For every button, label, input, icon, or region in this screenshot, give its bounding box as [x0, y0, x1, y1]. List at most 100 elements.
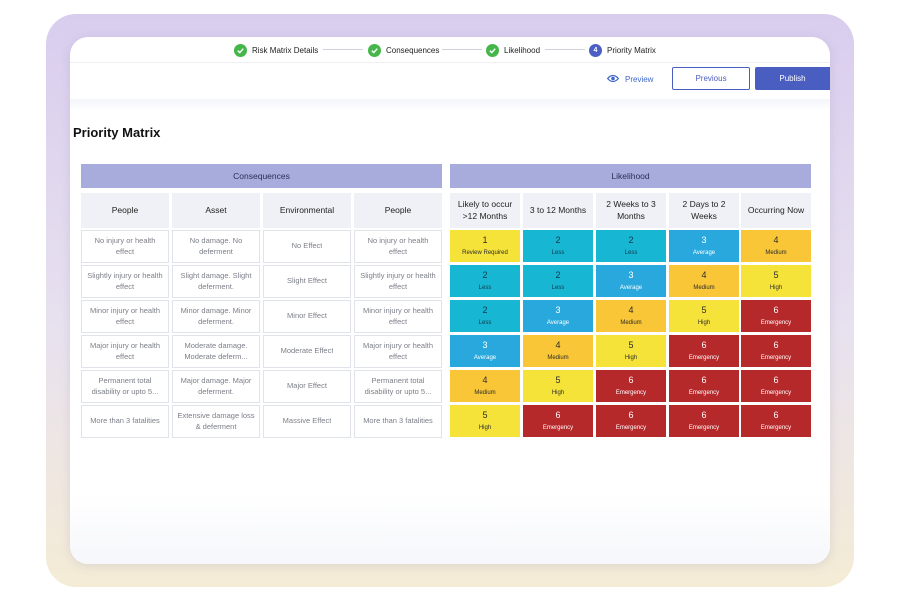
- likelihood-column-header: 3 to 12 Months: [523, 193, 593, 228]
- priority-cell[interactable]: 4 Medium: [596, 300, 666, 332]
- consequence-cell: No injury or health effect: [81, 230, 169, 263]
- preview-button[interactable]: Preview: [606, 72, 653, 86]
- previous-button[interactable]: Previous: [672, 67, 750, 90]
- step-connector: [545, 49, 585, 50]
- priority-cell[interactable]: 6 Emergency: [741, 370, 811, 402]
- publish-button[interactable]: Publish: [755, 67, 830, 90]
- consequence-cell-text: Major damage. Major deferment.: [180, 376, 252, 396]
- header-shadow: [70, 99, 830, 111]
- consequence-cell: More than 3 fatalities: [81, 405, 169, 438]
- consequence-cell-text: No Effect: [291, 241, 323, 251]
- priority-cell[interactable]: 4 Medium: [450, 370, 520, 402]
- consequence-cell: Minor damage. Minor deferment.: [172, 300, 260, 333]
- priority-cell[interactable]: 6 Emergency: [669, 370, 739, 402]
- step-likelihood[interactable]: Likelihood: [486, 41, 540, 59]
- priority-cell[interactable]: 6 Emergency: [741, 300, 811, 332]
- step-label: Risk Matrix Details: [252, 45, 319, 55]
- priority-level-number: 4: [482, 375, 488, 385]
- consequence-cell: Minor injury or health effect: [354, 300, 442, 333]
- step-priority-matrix[interactable]: 4 Priority Matrix: [589, 41, 656, 59]
- priority-cell[interactable]: 2 Less: [450, 265, 520, 297]
- priority-cell[interactable]: 4 Medium: [741, 230, 811, 262]
- priority-cell[interactable]: 5 High: [596, 335, 666, 367]
- priority-cell[interactable]: 6 Emergency: [523, 405, 593, 437]
- step-connector: [323, 49, 363, 50]
- priority-cell[interactable]: 4 Medium: [669, 265, 739, 297]
- priority-cell[interactable]: 6 Emergency: [596, 370, 666, 402]
- priority-cell[interactable]: 6 Emergency: [669, 405, 739, 437]
- priority-level-number: 2: [555, 235, 561, 245]
- consequence-cell: Moderate damage. Moderate deferm...: [172, 335, 260, 368]
- priority-level-number: 2: [482, 305, 488, 315]
- priority-cell[interactable]: 5 High: [523, 370, 593, 402]
- priority-level-number: 6: [773, 375, 779, 385]
- consequence-cell-text: Moderate damage. Moderate deferm...: [184, 341, 248, 361]
- priority-level-number: 4: [555, 340, 561, 350]
- consequence-cell: Slightly injury or health effect: [81, 265, 169, 298]
- priority-level-label: Emergency: [615, 390, 647, 396]
- priority-level-label: Less: [551, 250, 565, 256]
- consequence-cell: Moderate Effect: [263, 335, 351, 368]
- priority-cell[interactable]: 5 High: [450, 405, 520, 437]
- priority-level-number: 6: [555, 410, 561, 420]
- consequence-cell-text: More than 3 fatalities: [90, 416, 160, 426]
- priority-cell[interactable]: 3 Average: [523, 300, 593, 332]
- priority-level-label: Average: [473, 355, 497, 361]
- consequence-cell-text: Massive Effect: [282, 416, 332, 426]
- priority-cell[interactable]: 3 Average: [669, 230, 739, 262]
- priority-cell[interactable]: 2 Less: [523, 265, 593, 297]
- consequence-cell: Major Effect: [263, 370, 351, 403]
- priority-level-number: 6: [773, 340, 779, 350]
- priority-level-number: 3: [482, 340, 488, 350]
- priority-level-number: 6: [628, 375, 634, 385]
- step-consequences[interactable]: Consequences: [368, 41, 439, 59]
- priority-level-label: Medium: [474, 390, 496, 396]
- priority-level-label: Medium: [765, 250, 787, 256]
- step-risk-matrix-details[interactable]: Risk Matrix Details: [234, 41, 318, 59]
- consequence-cell: Slight damage. Slight deferment.: [172, 265, 260, 298]
- priority-level-label: High: [769, 285, 783, 291]
- app-window: Risk Matrix Details Consequences Likelih…: [70, 37, 830, 564]
- consequence-cell-text: Permanent total disability or upto 5...: [91, 376, 159, 396]
- priority-cell[interactable]: 6 Emergency: [741, 335, 811, 367]
- priority-cell[interactable]: 6 Emergency: [669, 335, 739, 367]
- consequence-cell-text: No injury or health effect: [94, 236, 156, 256]
- priority-cell[interactable]: 3 Average: [596, 265, 666, 297]
- priority-cell[interactable]: 2 Less: [450, 300, 520, 332]
- consequence-cell-text: Slightly injury or health effect: [360, 271, 436, 291]
- divider: [70, 62, 830, 63]
- consequence-cell-text: No damage. No deferment: [189, 236, 243, 256]
- priority-level-label: Emergency: [688, 390, 720, 396]
- priority-level-label: Emergency: [542, 425, 574, 431]
- priority-level-number: 5: [773, 270, 779, 280]
- priority-level-label: Emergency: [760, 390, 792, 396]
- consequence-cell-text: Major injury or health effect: [362, 341, 434, 361]
- priority-cell[interactable]: 1 Review Required: [450, 230, 520, 262]
- priority-cell[interactable]: 5 High: [669, 300, 739, 332]
- eye-icon: [606, 74, 620, 85]
- consequence-cell: More than 3 fatalities: [354, 405, 442, 438]
- priority-cell[interactable]: 4 Medium: [523, 335, 593, 367]
- priority-cell[interactable]: 5 High: [741, 265, 811, 297]
- consequence-cell-text: Minor Effect: [287, 311, 327, 321]
- step-label: Likelihood: [504, 45, 541, 55]
- consequence-cell-text: Permanent total disability or upto 5...: [364, 376, 432, 396]
- consequence-cell-text: More than 3 fatalities: [363, 416, 433, 426]
- bottom-fade: [70, 494, 830, 564]
- consequence-cell: No Effect: [263, 230, 351, 263]
- priority-cell[interactable]: 2 Less: [596, 230, 666, 262]
- priority-cell[interactable]: 3 Average: [450, 335, 520, 367]
- priority-cell[interactable]: 2 Less: [523, 230, 593, 262]
- likelihood-column-header: Likely to occur >12 Months: [450, 193, 520, 228]
- consequence-cell: Permanent total disability or upto 5...: [354, 370, 442, 403]
- priority-level-number: 5: [628, 340, 634, 350]
- consequence-cell-text: Extensive damage loss & deferment: [177, 411, 255, 431]
- priority-level-label: Emergency: [615, 425, 647, 431]
- priority-level-label: Average: [692, 250, 716, 256]
- priority-level-label: Less: [478, 320, 492, 326]
- priority-cell[interactable]: 6 Emergency: [741, 405, 811, 437]
- priority-level-number: 4: [628, 305, 634, 315]
- consequence-cell-text: Major injury or health effect: [89, 341, 161, 361]
- priority-cell[interactable]: 6 Emergency: [596, 405, 666, 437]
- check-icon: [368, 43, 381, 57]
